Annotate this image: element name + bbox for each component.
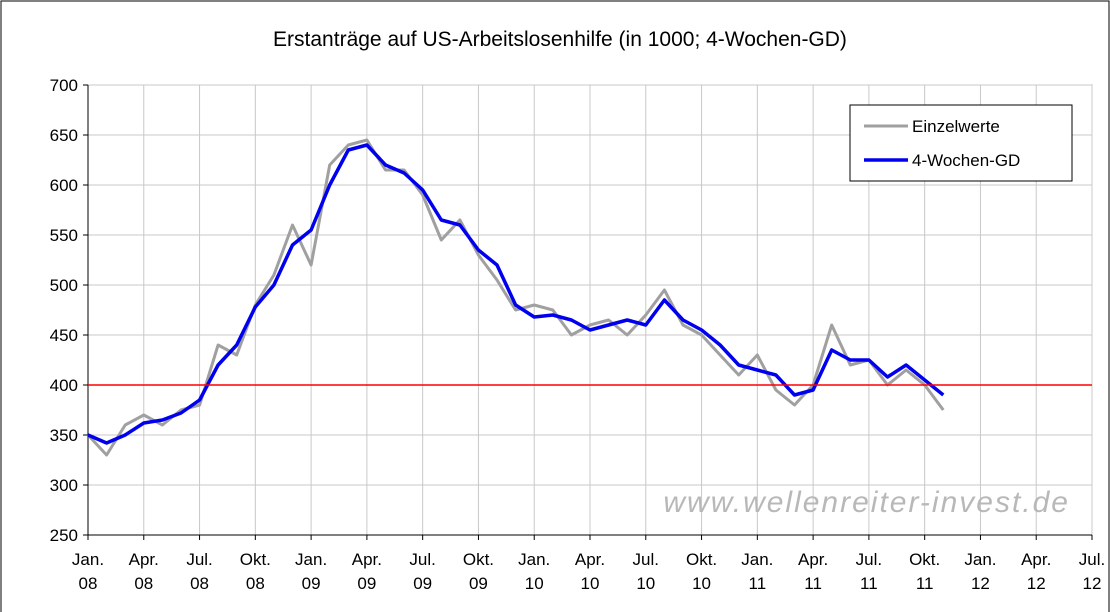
y-tick-label: 400 [50, 376, 78, 395]
x-tick-label: Apr. 12 [1021, 550, 1051, 593]
y-tick-label: 450 [50, 326, 78, 345]
legend-label: Einzelwerte [912, 117, 1000, 136]
x-tick-label: Apr. 09 [352, 550, 382, 593]
x-tick-label: Apr. 11 [798, 550, 828, 593]
y-tick-label: 600 [50, 176, 78, 195]
y-tick-label: 500 [50, 276, 78, 295]
series-line [87, 143, 945, 445]
watermark: www.wellenreiter-invest.de [663, 486, 1070, 519]
legend [849, 104, 1073, 182]
x-tick-label: Okt. 11 [909, 550, 940, 593]
y-tick-label: 700 [50, 76, 78, 95]
y-tick-label: 350 [50, 426, 78, 445]
x-tick-label: Okt. 08 [240, 550, 271, 593]
legend-label: 4-Wochen-GD [912, 151, 1020, 170]
x-tick-label: Jan. 10 [518, 550, 550, 593]
x-tick-label: Apr. 10 [575, 550, 605, 593]
y-tick-label: 550 [50, 226, 78, 245]
x-tick-label: Jan. 09 [295, 550, 327, 593]
x-tick-label: Jan. 08 [72, 550, 104, 593]
x-tick-label: Jul. 08 [186, 550, 212, 593]
y-tick-label: 250 [50, 526, 78, 545]
y-tick-label: 650 [50, 126, 78, 145]
x-tick-label: Jul. 09 [409, 550, 435, 593]
x-tick-label: Apr. 08 [129, 550, 159, 593]
chart-title: Erstanträge auf US-Arbeitslosenhilfe (in… [273, 28, 847, 51]
x-tick-label: Jul. 10 [633, 550, 659, 593]
x-tick-label: Jan. 11 [741, 550, 773, 593]
x-tick-label: Okt. 09 [463, 550, 494, 593]
x-tick-label: Jul. 11 [856, 550, 882, 593]
x-tick-label: Jul. 12 [1079, 550, 1105, 593]
x-tick-label: Okt. 10 [686, 550, 717, 593]
y-tick-label: 300 [50, 476, 78, 495]
x-tick-label: Jan. 12 [964, 550, 996, 593]
